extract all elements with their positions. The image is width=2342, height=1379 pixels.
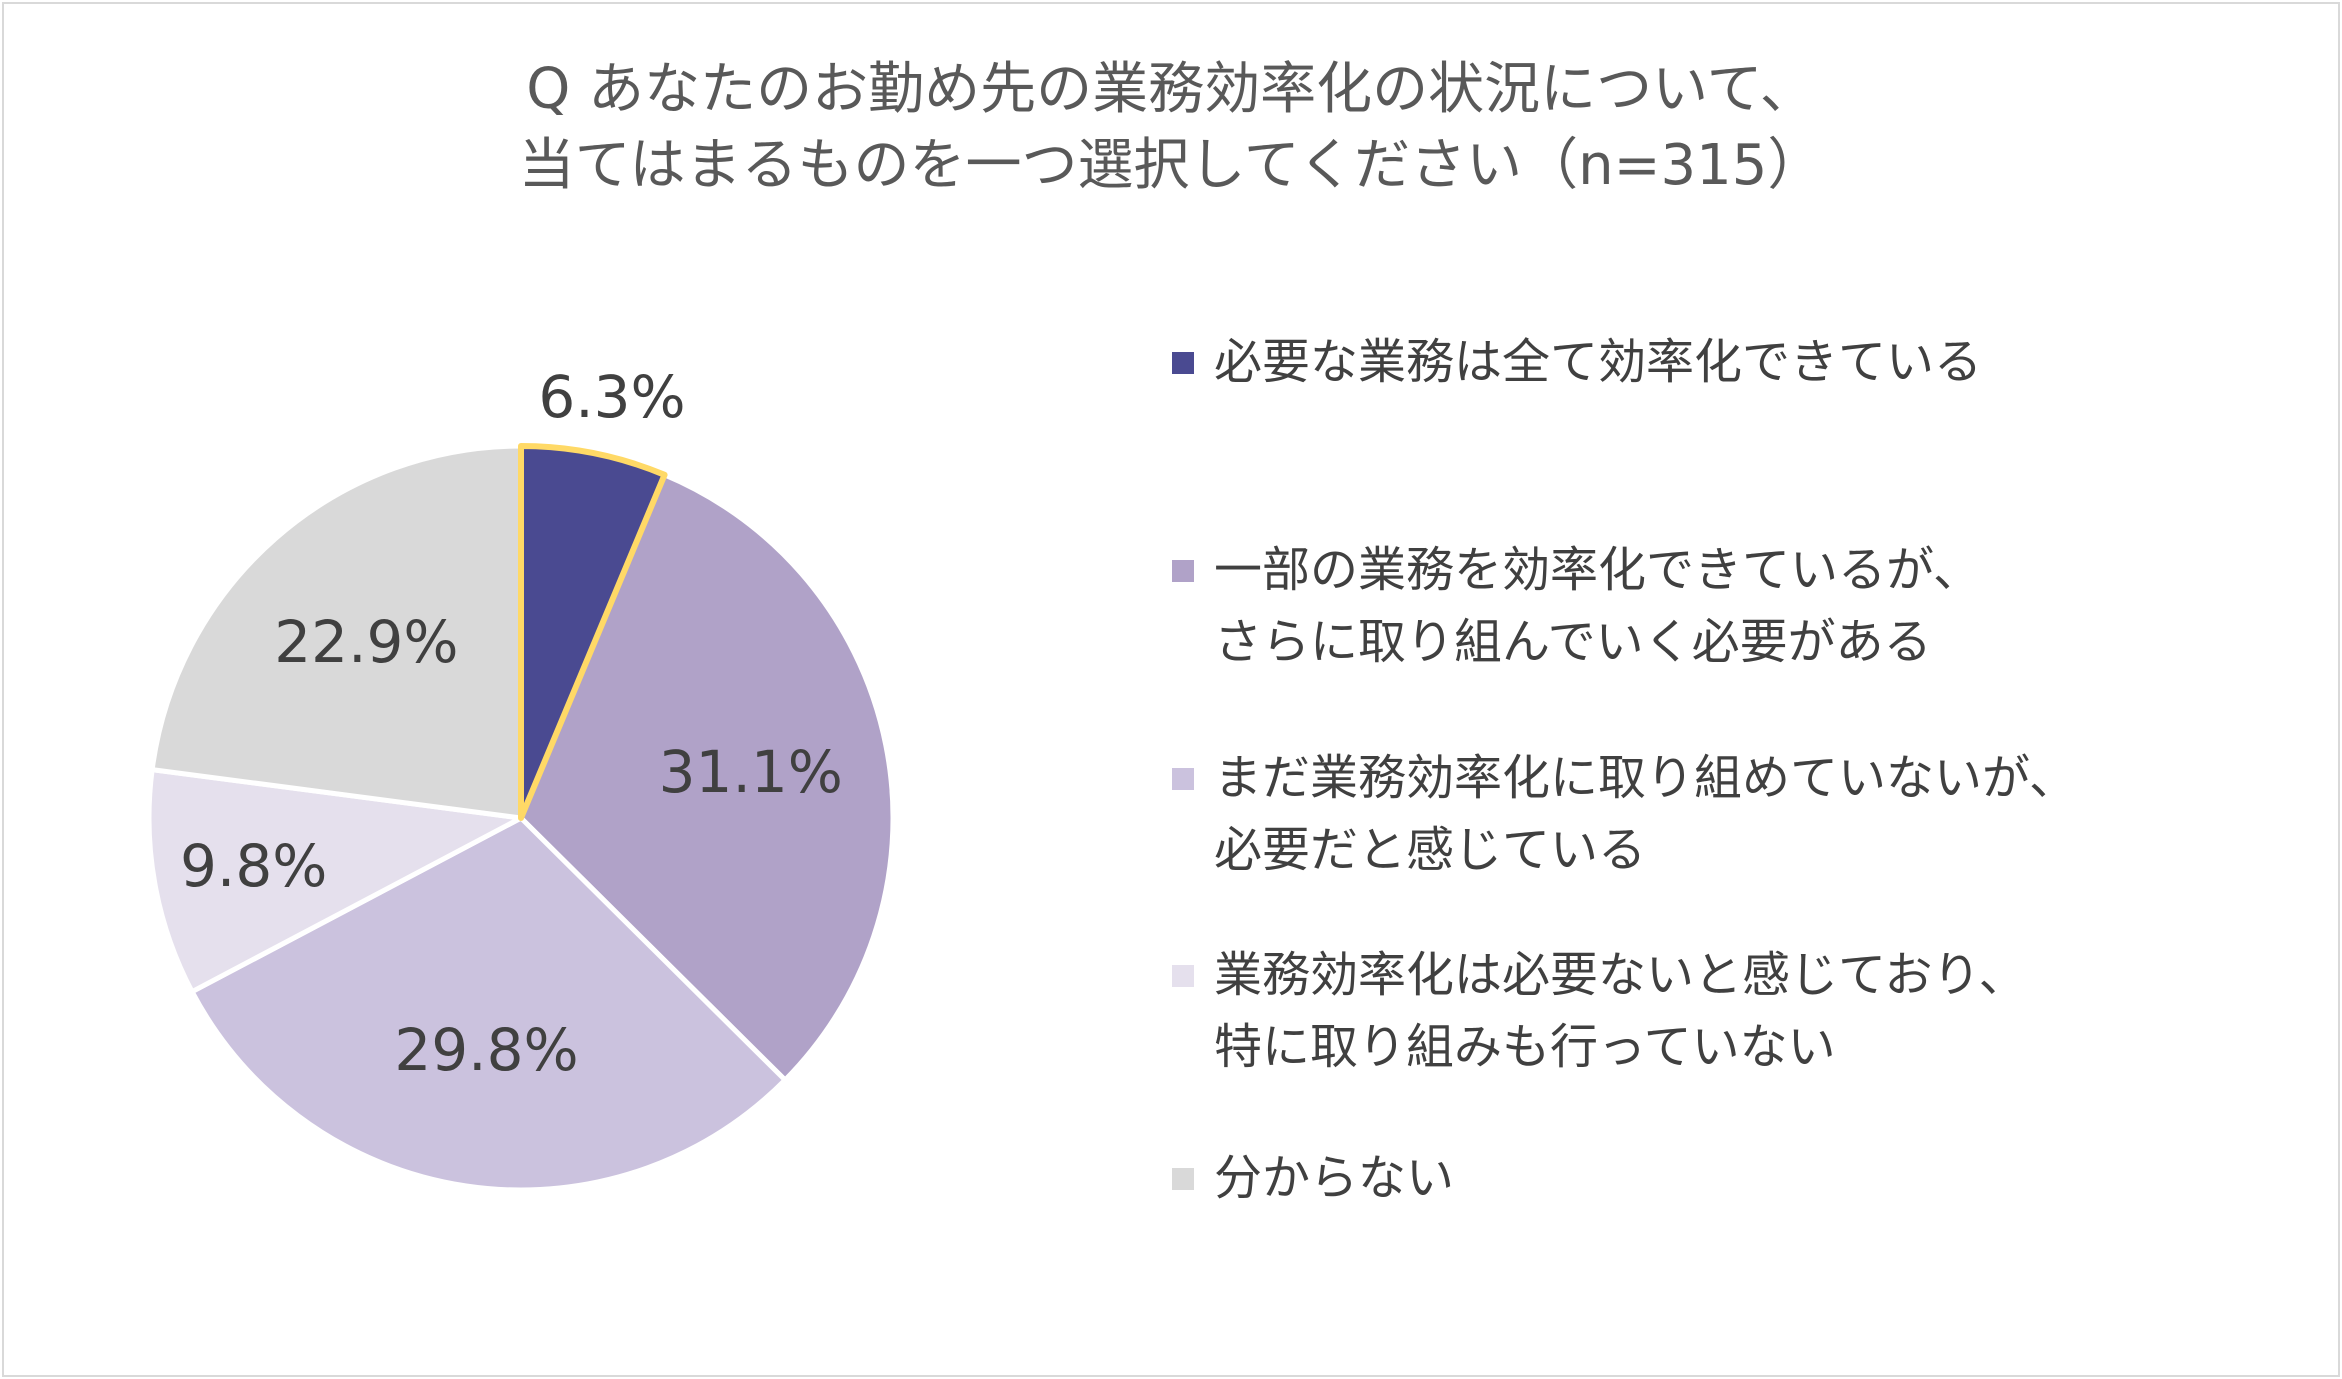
pie-slice-1-highlight (518, 443, 668, 821)
chart-title-line-1: Q あなたのお勤め先の業務効率化の状況について、 (526, 57, 1816, 122)
legend-swatch (1172, 560, 1194, 582)
pie-slice-2 (518, 472, 896, 1083)
legend-label-line: さらに取り組んでいく必要がある (1214, 614, 1932, 670)
legend-label-line: 業務効率化は必要ないと感じており、 (1214, 947, 2027, 1003)
legend-label: 分からない (1214, 1142, 1454, 1214)
legend-label-line: 特に取り組みも行っていない (1214, 1019, 1836, 1075)
legend-swatch (1172, 352, 1194, 374)
legend-label-line: 一部の業務を効率化できているが、 (1214, 542, 1982, 598)
legend-label-line: 必要だと感じている (1214, 822, 1647, 878)
data-label-slice-1: 6.3% (538, 363, 685, 431)
legend-swatch (1172, 768, 1194, 790)
chart-title: Q あなたのお勤め先の業務効率化の状況について、 当てはまるものを一つ選択してく… (0, 52, 2342, 204)
data-label-slice-2: 31.1% (659, 738, 843, 806)
legend-label-line: 分からない (1214, 1150, 1455, 1206)
data-label-slice-5: 22.9% (274, 608, 458, 676)
pie-slices (146, 443, 896, 1193)
legend-label: 必要な業務は全て効率化できている (1214, 326, 1982, 398)
legend-label-line: まだ業務効率化に取り組めていないが、 (1214, 750, 2078, 806)
legend-label: まだ業務効率化に取り組めていないが、 必要だと感じている (1214, 742, 2077, 886)
data-label-slice-4: 9.8% (180, 832, 327, 900)
legend-label: 一部の業務を効率化できているが、 さらに取り組んでいく必要がある (1214, 534, 1981, 678)
chart-title-line-2: 当てはまるものを一つ選択してください（n=315） (518, 133, 1824, 198)
pie-slice-4 (146, 767, 524, 995)
legend-swatch (1172, 965, 1194, 987)
pie-slice-5 (149, 443, 524, 821)
legend-label-line: 必要な業務は全て効率化できている (1214, 334, 1983, 390)
legend-label: 業務効率化は必要ないと感じており、 特に取り組みも行っていない (1214, 939, 2027, 1083)
pie-slice-3 (189, 815, 788, 1193)
legend-swatch (1172, 1168, 1194, 1190)
data-label-slice-3: 29.8% (394, 1016, 578, 1084)
